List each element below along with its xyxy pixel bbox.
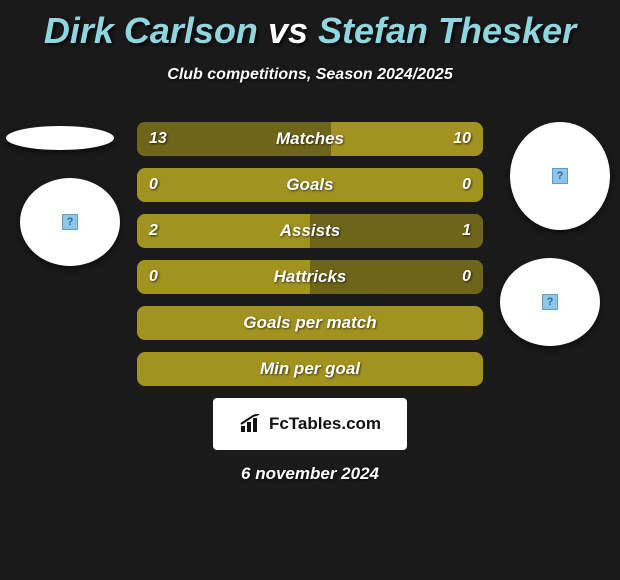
player2-avatar-placeholder: ? <box>510 122 610 230</box>
player2-name: Stefan Thesker <box>318 10 576 51</box>
subtitle: Club competitions, Season 2024/2025 <box>0 66 620 84</box>
stat-label: Assists <box>137 221 483 241</box>
stat-row: 21Assists <box>137 214 483 248</box>
stats-table: 1310Matches 00Goals 21Assists 00Hattricks Go… <box>137 122 483 386</box>
question-icon: ? <box>62 214 78 230</box>
stat-label: Matches <box>137 129 483 149</box>
stat-row: 00Goals <box>137 168 483 202</box>
decorative-ellipse <box>6 126 114 150</box>
player1-name: Dirk Carlson <box>44 10 258 51</box>
stat-label: Goals per match <box>137 313 483 333</box>
question-icon: ? <box>552 168 568 184</box>
date-label: 6 november 2024 <box>0 464 620 484</box>
stat-row: 00Hattricks <box>137 260 483 294</box>
club-logo-placeholder: ? <box>500 258 600 346</box>
comparison-title: Dirk Carlson vs Stefan Thesker <box>0 0 620 52</box>
source-badge: FcTables.com <box>213 398 407 450</box>
stat-label: Hattricks <box>137 267 483 287</box>
stat-row: 1310Matches <box>137 122 483 156</box>
player1-avatar-placeholder: ? <box>20 178 120 266</box>
stat-label: Goals <box>137 175 483 195</box>
source-text: FcTables.com <box>269 414 381 434</box>
stat-row: Goals per match <box>137 306 483 340</box>
vs-text: vs <box>268 10 308 51</box>
question-icon: ? <box>542 294 558 310</box>
stat-row: Min per goal <box>137 352 483 386</box>
chart-icon <box>239 414 263 434</box>
stat-label: Min per goal <box>137 359 483 379</box>
